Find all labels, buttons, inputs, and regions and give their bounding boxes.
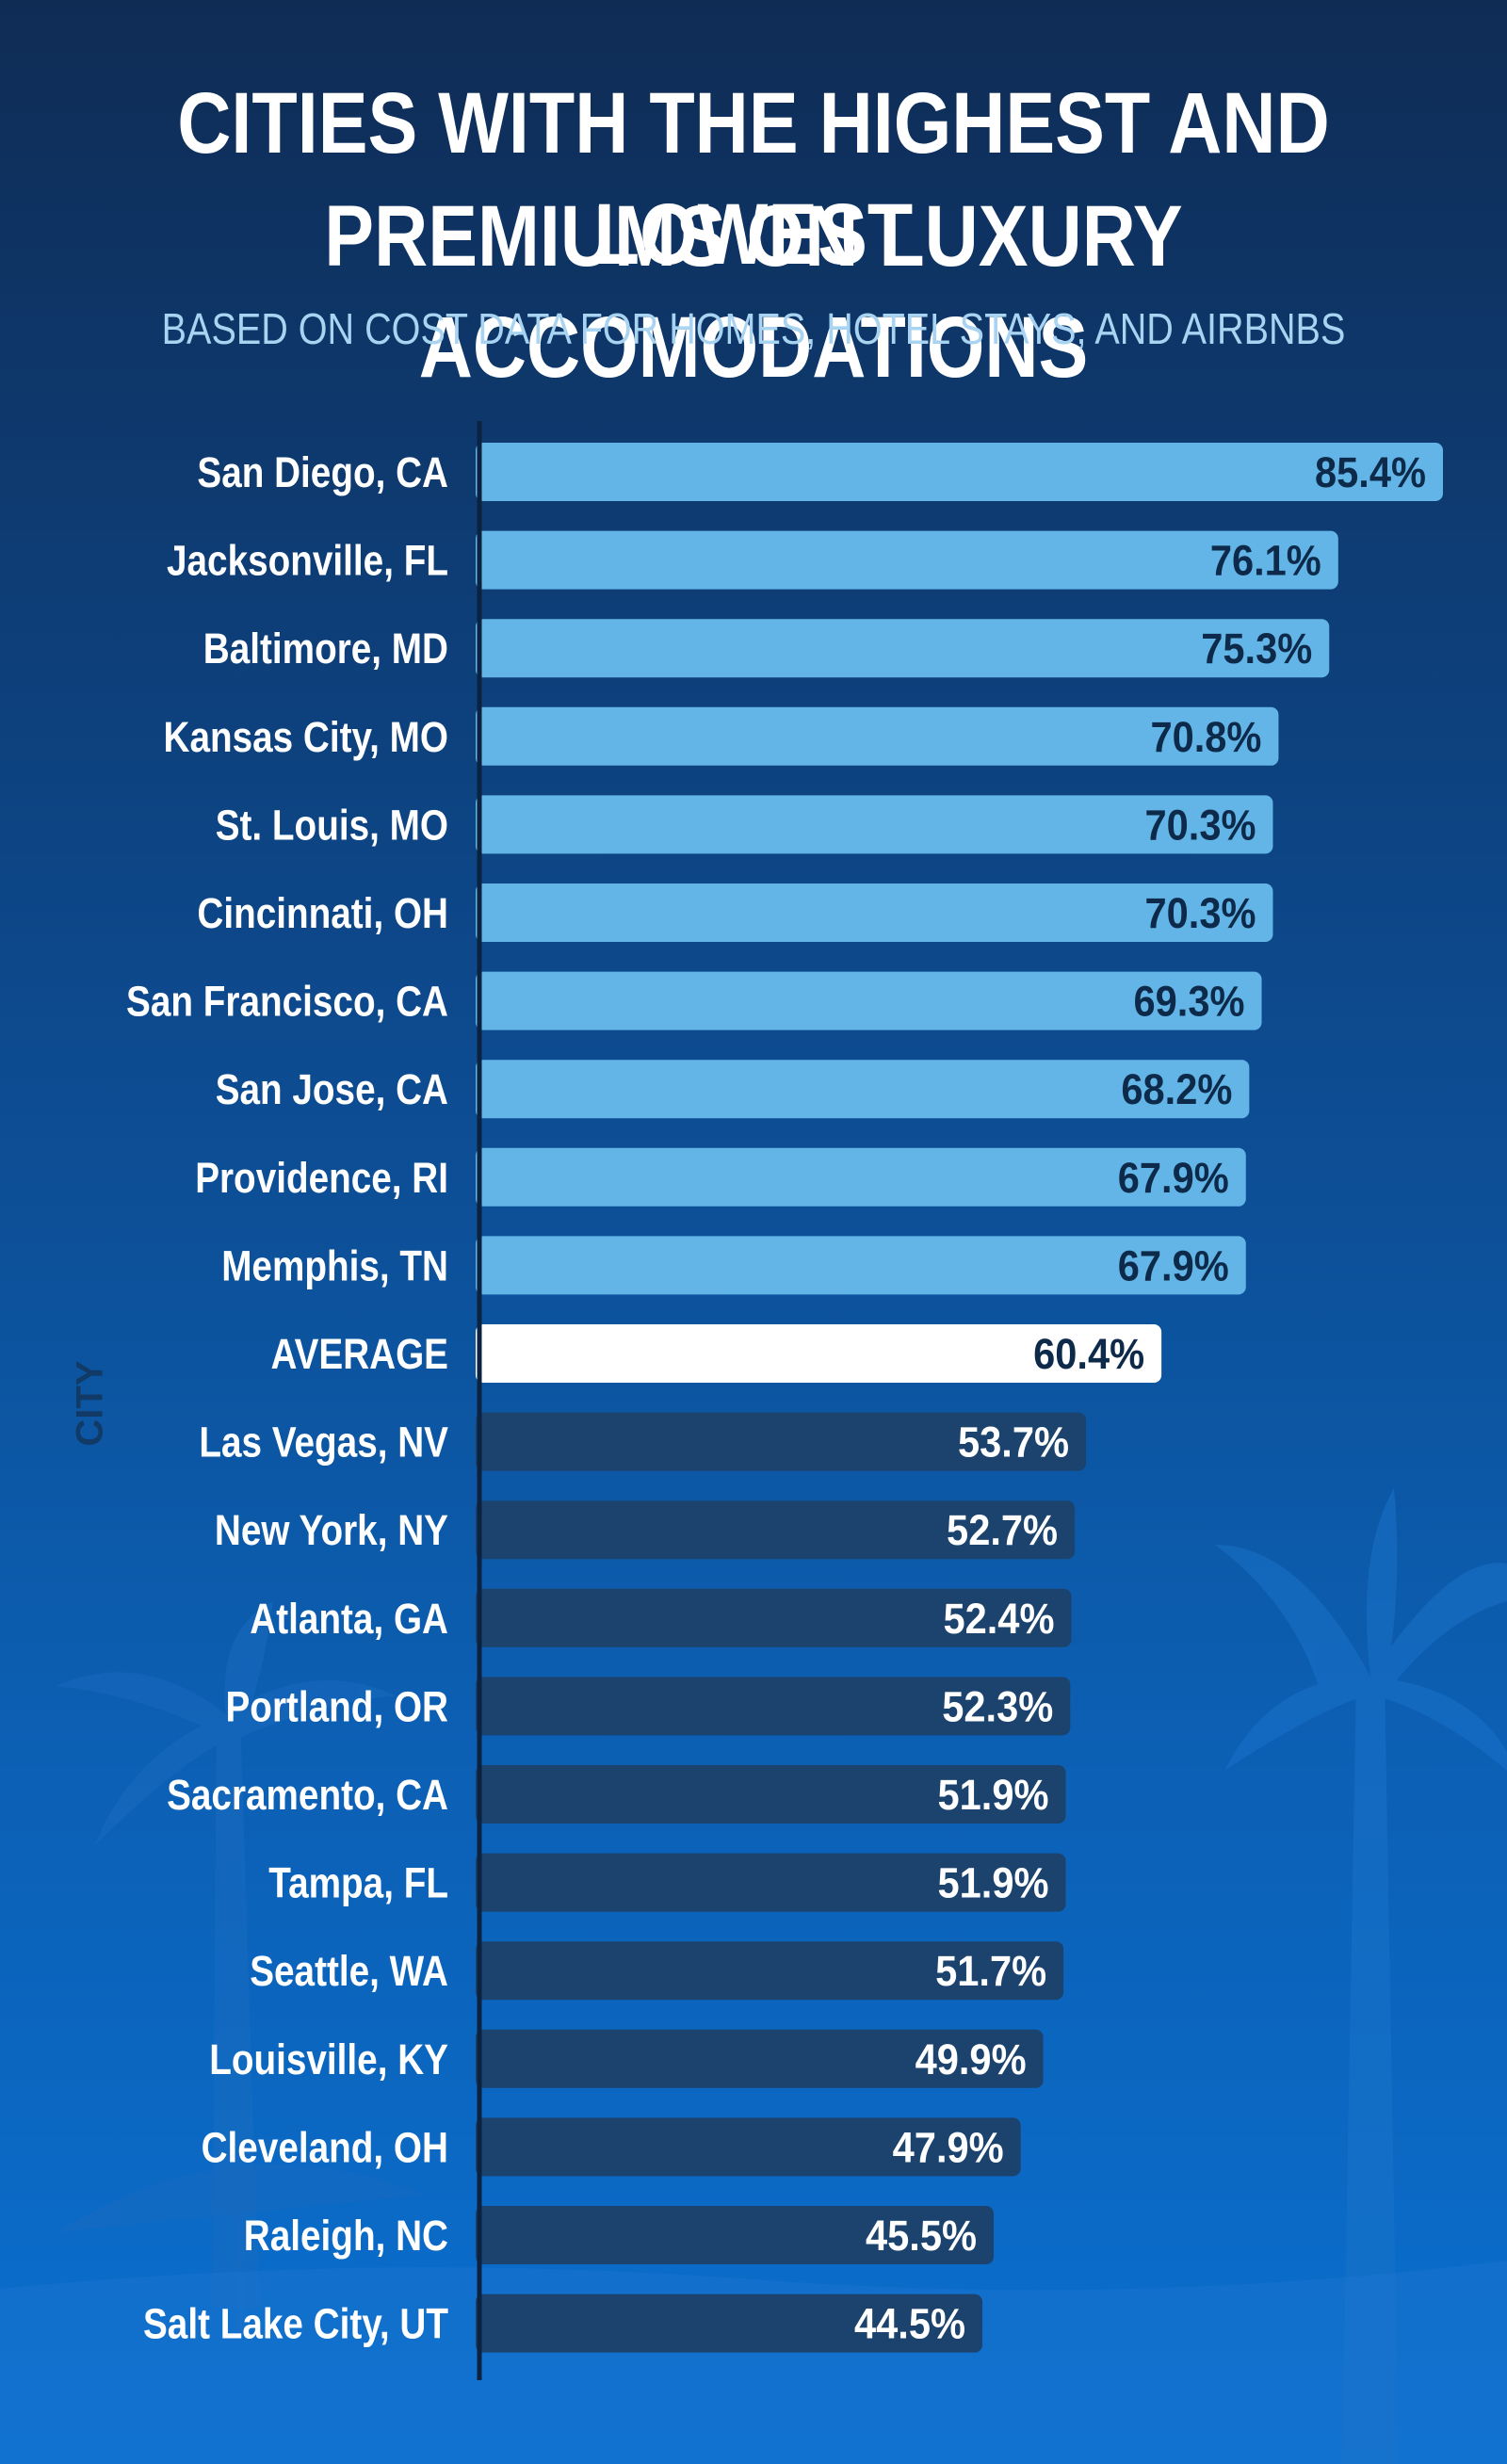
city-bar <box>476 2206 994 2264</box>
bar-value-label: 75.3% <box>1201 624 1312 673</box>
bar-value-label: 51.9% <box>937 1859 1048 1907</box>
city-bar <box>476 1765 1066 1824</box>
city-bar <box>476 1147 1246 1207</box>
city-bar <box>476 1060 1250 1119</box>
bar-value-label: 67.9% <box>1118 1154 1229 1202</box>
category-label: Tampa, FL <box>268 1859 448 1907</box>
bar-value-label: 44.5% <box>854 2300 965 2348</box>
category-label: Sacramento, CA <box>167 1771 448 1819</box>
category-label: Cleveland, OH <box>202 2123 448 2171</box>
category-label: Memphis, TN <box>221 1241 448 1289</box>
category-label: Louisville, KY <box>209 2035 448 2083</box>
city-bar <box>476 706 1279 766</box>
city-bar <box>476 2117 1021 2177</box>
category-label: San Diego, CA <box>197 448 448 496</box>
city-bar <box>476 530 1338 590</box>
city-bar <box>476 1677 1071 1736</box>
category-label: Cincinnati, OH <box>197 889 448 937</box>
bar-value-label: 70.3% <box>1144 801 1256 849</box>
city-bar <box>476 971 1262 1030</box>
category-label: Providence, RI <box>195 1154 448 1202</box>
bar-value-label: 69.3% <box>1134 978 1245 1026</box>
bar-value-label: 47.9% <box>893 2123 1004 2171</box>
city-bar <box>476 1236 1246 1295</box>
city-bar <box>476 443 1443 501</box>
city-bar <box>476 1853 1066 1912</box>
chart-title-line-1: CITIES WITH THE HIGHEST AND LOWEST <box>177 75 1330 283</box>
category-label: Las Vegas, NV <box>199 1418 448 1467</box>
city-bar <box>476 1412 1087 1471</box>
category-label: Atlanta, GA <box>250 1595 448 1643</box>
city-bar <box>476 1500 1076 1560</box>
bar-value-label: 85.4% <box>1315 448 1426 496</box>
chart-subtitle: BASED ON COST DATA FOR HOMES, HOTEL STAY… <box>161 304 1346 353</box>
category-label: Raleigh, NC <box>244 2212 448 2260</box>
bar-value-label: 52.3% <box>942 1682 1053 1730</box>
category-label: San Jose, CA <box>216 1065 448 1113</box>
bar-value-label: 52.7% <box>947 1506 1058 1554</box>
category-label: San Francisco, CA <box>126 978 448 1026</box>
chart-title-line-2: PREMIUMS ON LUXURY ACCOMODATIONS <box>324 188 1183 396</box>
bar-value-label: 45.5% <box>866 2212 977 2260</box>
category-label: Jacksonville, FL <box>167 537 448 585</box>
bar-value-label: 67.9% <box>1118 1241 1229 1289</box>
category-label: Kansas City, MO <box>164 713 449 761</box>
bar-value-label: 51.9% <box>937 1771 1048 1819</box>
bar-value-label: 51.7% <box>935 1947 1046 1995</box>
category-label: Seattle, WA <box>250 1947 448 1995</box>
bar-value-label: 68.2% <box>1121 1065 1232 1113</box>
category-label: Portland, OR <box>226 1682 449 1730</box>
city-bar <box>476 2294 983 2353</box>
city-bar <box>476 1941 1064 2001</box>
average-bar <box>476 1324 1162 1383</box>
bar-value-label: 49.9% <box>916 2035 1027 2083</box>
city-bar <box>476 883 1273 942</box>
bar-value-label: 60.4% <box>1033 1330 1144 1378</box>
category-label: Salt Lake City, UT <box>143 2300 448 2348</box>
bar-value-label: 53.7% <box>958 1418 1069 1467</box>
category-label: St. Louis, MO <box>216 801 448 849</box>
city-bar <box>476 2029 1044 2088</box>
bar-value-label: 76.1% <box>1210 537 1321 585</box>
bars-layer: 85.4% San Diego, CA 76.1% Jacksonville, FL 7… <box>126 443 1443 2353</box>
bar-value-label: 52.4% <box>943 1595 1054 1643</box>
bar-value-label: 70.3% <box>1144 889 1256 937</box>
category-label: AVERAGE <box>271 1330 449 1378</box>
bar-value-label: 70.8% <box>1150 713 1261 761</box>
city-bar <box>476 619 1330 678</box>
category-label: New York, NY <box>215 1506 448 1554</box>
category-label: Baltimore, MD <box>203 624 448 673</box>
city-bar <box>476 795 1273 854</box>
city-bar <box>476 1588 1072 1647</box>
